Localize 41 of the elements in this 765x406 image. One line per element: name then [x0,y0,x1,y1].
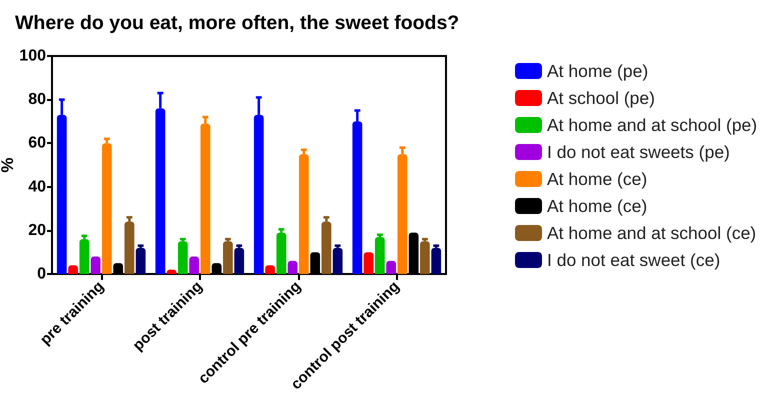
bar [68,265,78,274]
bar [124,222,134,274]
y-tick-label: 100 [19,48,46,64]
bar [276,232,286,274]
bar [265,265,275,274]
bar [420,241,430,274]
legend-label: I do not eat sweet (ce) [547,250,720,270]
bar [136,248,146,274]
bar [386,260,396,274]
legend-label: At home (pe) [547,61,648,81]
legend-label: At home (ce) [547,169,648,189]
legend-label: At home and at school (pe) [547,115,758,135]
bar [102,143,112,274]
legend-label: At school (pe) [547,88,655,108]
bar [322,222,332,274]
bar [408,232,419,274]
bar [189,256,200,274]
bar [431,248,442,274]
y-tick-label: 0 [37,266,46,282]
bar [234,248,244,274]
y-tick-label: 60 [28,134,46,152]
bar [364,252,374,274]
y-tick-label: 20 [28,222,46,239]
bar [212,263,222,274]
y-tick-label: 40 [28,178,46,196]
bar [310,252,320,274]
bar [90,256,101,274]
legend-label: At home and at school (ce) [547,223,756,243]
bar [374,236,385,274]
bar [332,248,343,274]
y-tick-label: 80 [28,91,46,108]
chart-title: Where do you eat, more often, the sweet foods? [15,12,460,34]
legend-label: At home (ce) [547,196,648,216]
bar [113,263,124,274]
bar [298,154,309,274]
bar [223,241,233,274]
bar [79,239,90,274]
y-axis-title: % [0,157,17,173]
bar [178,241,188,274]
legend-label: I do not eat sweets (pe) [547,142,730,162]
bar [288,260,298,274]
